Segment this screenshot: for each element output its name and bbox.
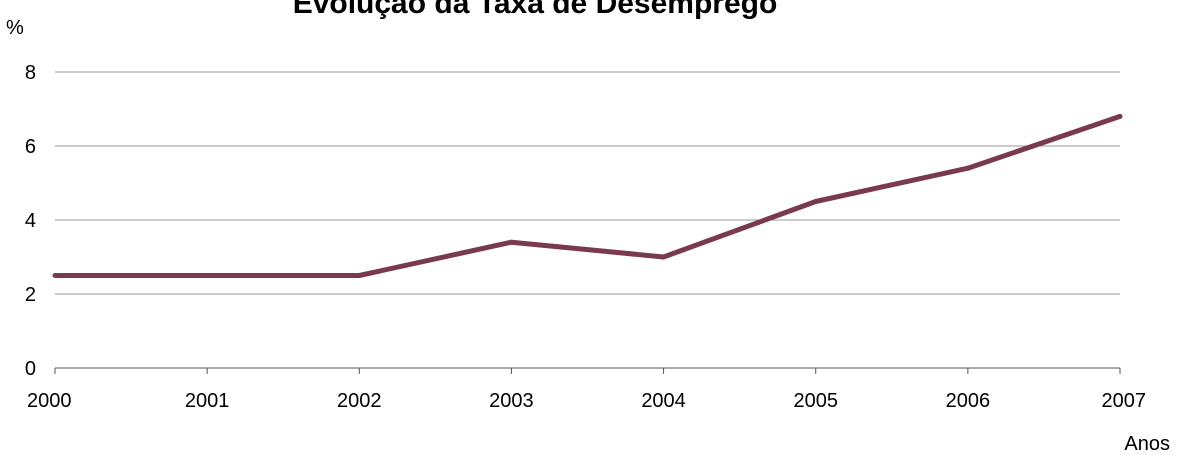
y-tick-label-4: 4 [25, 210, 36, 232]
x-tick-label-2007: 2007 [1102, 390, 1147, 412]
x-tick-label-2001: 2001 [185, 390, 230, 412]
x-tick-label-2000: 2000 [27, 390, 72, 412]
x-tick-label-2006: 2006 [946, 390, 991, 412]
y-tick-label-8: 8 [25, 62, 36, 84]
data-point-2002 [356, 273, 362, 278]
chart-title: Evolução da Taxa de Desemprego [293, 0, 778, 20]
x-tick-label-2004: 2004 [641, 390, 686, 412]
data-point-2004 [661, 254, 667, 260]
data-point-2001 [204, 273, 210, 278]
series-line-0 [55, 114, 1121, 278]
series-group [52, 113, 1123, 278]
data-point-2005 [813, 199, 819, 204]
y-tick-label-2: 2 [25, 284, 36, 306]
gridlines [55, 71, 1120, 295]
x-axis-label: Anos [1124, 433, 1170, 455]
data-point-2003 [508, 239, 514, 245]
x-tick-label-2003: 2003 [489, 390, 534, 412]
x-tick-labels: 2000 2001 2002 2003 2004 2005 2006 2007 [27, 390, 1146, 412]
y-tick-labels: 0 2 4 6 8 [25, 62, 36, 380]
data-point-2007 [1117, 113, 1123, 119]
x-tick-label-2002: 2002 [337, 390, 382, 412]
data-point-2006 [965, 165, 971, 171]
y-tick-label-6: 6 [25, 136, 36, 158]
y-axis-label: % [6, 17, 24, 39]
y-tick-label-0: 0 [25, 358, 36, 380]
data-point-2000 [52, 273, 58, 278]
x-tick-marks [54, 368, 1121, 374]
x-tick-label-2005: 2005 [793, 390, 838, 412]
